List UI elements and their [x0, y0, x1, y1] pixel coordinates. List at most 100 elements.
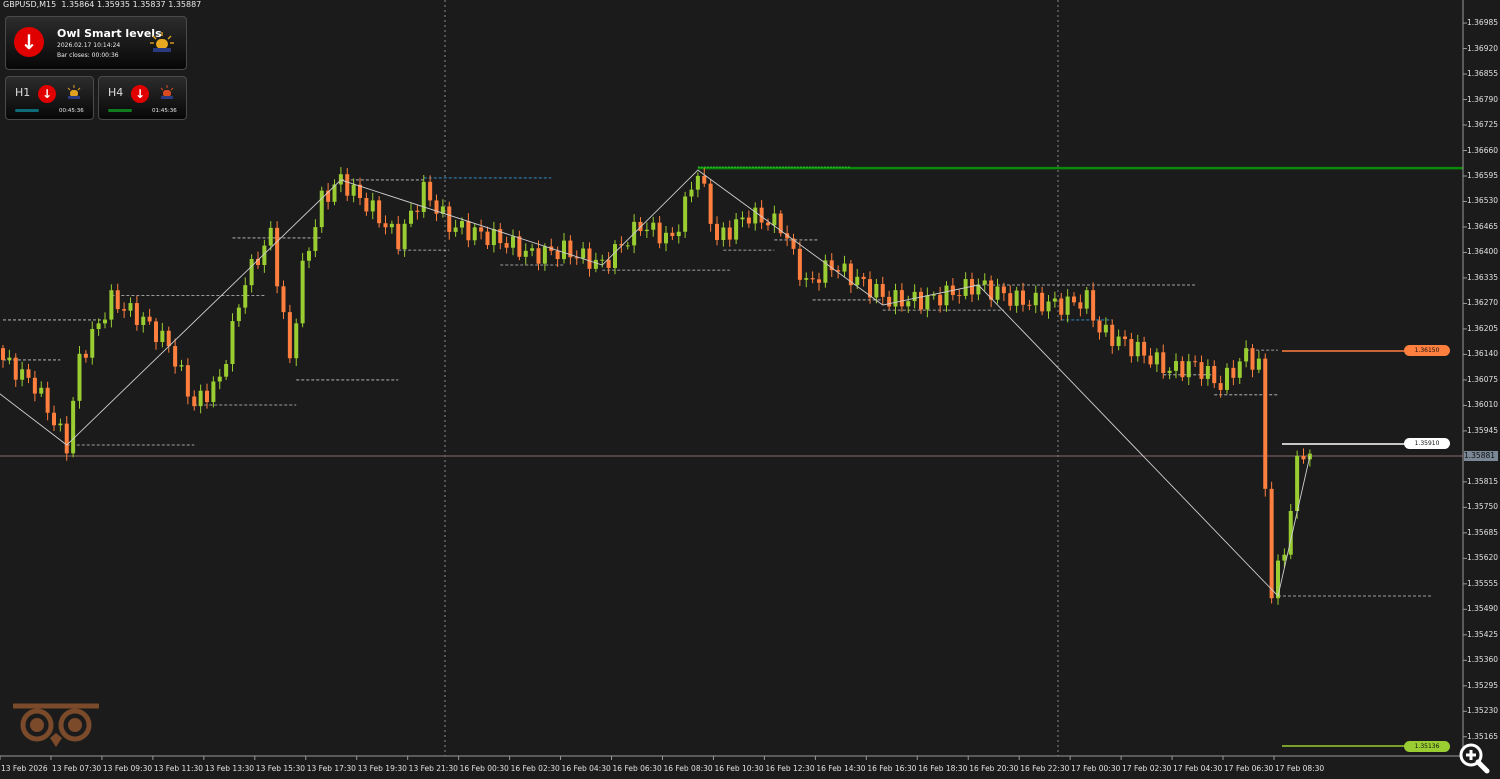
- bear-candle: [154, 321, 158, 343]
- bear-candle: [880, 284, 885, 297]
- bull-candle: [141, 316, 146, 325]
- bull-candle: [236, 307, 241, 322]
- bear-candle: [1097, 320, 1102, 333]
- bull-candle: [842, 263, 847, 272]
- bear-candle: [785, 233, 790, 239]
- bull-candle: [1295, 455, 1300, 511]
- bull-candle: [1225, 367, 1229, 390]
- bear-candle: [377, 200, 382, 224]
- alarm-light-icon: [67, 85, 81, 99]
- bull-candle: [683, 196, 688, 232]
- y-tick-label: 1.36205: [1467, 323, 1499, 333]
- bull-candle: [409, 210, 413, 224]
- bull-candle: [1046, 301, 1051, 312]
- y-tick-label: 1.36335: [1467, 272, 1499, 282]
- bear-candle: [606, 259, 611, 269]
- bull-candle: [103, 319, 107, 324]
- bear-candle: [989, 280, 994, 300]
- arrow-down-icon: ↓: [14, 27, 44, 57]
- bull-candle: [1084, 290, 1089, 309]
- bear-candle: [415, 210, 420, 213]
- bear-candle: [810, 278, 815, 280]
- bull-candle: [1244, 348, 1249, 362]
- bull-candle: [300, 260, 305, 324]
- bear-candle: [746, 217, 751, 224]
- bear-candle: [1231, 367, 1236, 378]
- x-tick-label: 13 Feb 19:30: [357, 764, 407, 773]
- bear-candle: [115, 290, 120, 310]
- x-tick-label: 13 Feb 17:30: [306, 764, 356, 773]
- bull-candle: [421, 181, 426, 213]
- bull-candle: [58, 423, 63, 426]
- bear-candle: [32, 377, 37, 394]
- bear-candle: [185, 365, 190, 397]
- bear-candle: [504, 243, 509, 248]
- x-tick-label: 16 Feb 10:30: [714, 764, 764, 773]
- bear-candle: [555, 250, 560, 260]
- bull-candle: [651, 222, 656, 230]
- bear-candle: [619, 244, 624, 246]
- y-tick-label: 1.35295: [1467, 680, 1499, 690]
- bull-candle: [625, 245, 630, 247]
- bear-candle: [1148, 355, 1153, 365]
- bull-candle: [1167, 370, 1172, 373]
- bear-candle: [1269, 488, 1274, 599]
- bear-candle: [205, 390, 209, 403]
- x-tick-label: 17 Feb 08:30: [1275, 764, 1325, 773]
- bear-candle: [287, 312, 292, 359]
- bear-candle: [1091, 290, 1096, 321]
- bull-candle: [332, 184, 337, 202]
- bull-candle: [472, 227, 477, 241]
- bull-candle: [1116, 336, 1121, 346]
- bull-candle: [90, 328, 95, 358]
- bear-candle: [670, 232, 675, 237]
- bear-candle: [887, 296, 892, 307]
- bear-candle: [1078, 302, 1083, 309]
- x-tick-label: 17 Feb 02:30: [1122, 764, 1172, 773]
- bear-candle: [1059, 298, 1064, 315]
- bull-candle: [370, 200, 375, 212]
- bear-candle: [256, 258, 260, 266]
- bull-candle: [1052, 298, 1057, 302]
- bear-candle: [1161, 352, 1166, 373]
- bull-candle: [664, 232, 668, 244]
- y-tick-label: 1.35620: [1467, 553, 1499, 563]
- bull-candle: [71, 400, 76, 454]
- bull-candle: [893, 290, 898, 307]
- bull-candle: [1186, 361, 1191, 378]
- x-tick-label: 16 Feb 00:30: [459, 764, 509, 773]
- bull-candle: [1237, 361, 1242, 378]
- bull-candle: [912, 291, 917, 302]
- bear-candle: [122, 309, 127, 311]
- bull-candle: [676, 231, 681, 237]
- bear-candle: [836, 270, 841, 272]
- bull-candle: [976, 284, 981, 295]
- y-tick-label: 1.35750: [1467, 502, 1499, 512]
- bull-candle: [39, 387, 44, 394]
- x-tick-label: 16 Feb 14:30: [816, 764, 866, 773]
- bear-candle: [587, 248, 592, 269]
- bear-candle: [1142, 341, 1147, 356]
- bear-candle: [1, 348, 5, 360]
- bear-candle: [957, 295, 962, 297]
- bull-candle: [944, 285, 949, 306]
- x-tick-label: 16 Feb 08:30: [663, 764, 713, 773]
- zoom-in-icon[interactable]: [1456, 740, 1492, 776]
- bull-candle: [20, 369, 25, 380]
- bear-candle: [1001, 286, 1006, 294]
- bear-candle: [428, 181, 433, 201]
- bull-candle: [217, 376, 222, 382]
- y-tick-label: 1.36270: [1467, 298, 1499, 308]
- current-price-tag: 1.35881: [1464, 451, 1498, 461]
- x-tick-label: 13 Feb 13:30: [204, 764, 255, 773]
- bear-candle: [1218, 383, 1223, 390]
- bear-candle: [1072, 296, 1076, 303]
- bull-candle: [1282, 554, 1287, 561]
- bear-candle: [1027, 304, 1032, 306]
- bear-candle: [345, 174, 350, 196]
- bear-candle: [727, 227, 732, 240]
- bear-candle: [1263, 358, 1268, 489]
- bull-candle: [307, 250, 311, 261]
- y-tick-label: 1.36920: [1467, 43, 1499, 53]
